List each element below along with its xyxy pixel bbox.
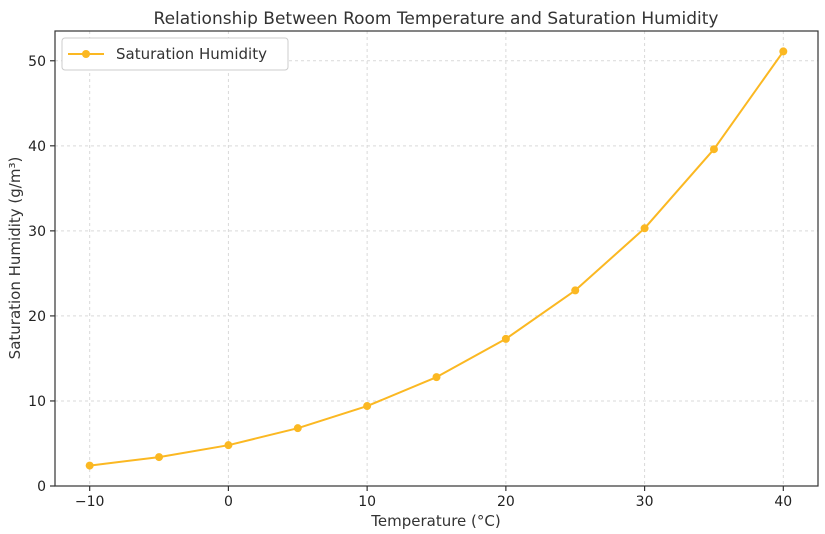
data-point bbox=[224, 441, 233, 450]
x-axis-label: Temperature (°C) bbox=[370, 512, 500, 530]
series-layer bbox=[85, 47, 788, 470]
y-tick-label: 20 bbox=[28, 309, 46, 325]
grid-lines bbox=[55, 31, 818, 487]
data-point bbox=[293, 424, 302, 433]
y-tick-label: 10 bbox=[28, 394, 46, 410]
legend-box bbox=[61, 37, 289, 71]
data-point bbox=[85, 461, 94, 470]
data-point bbox=[363, 402, 372, 411]
x-tick-label: 20 bbox=[497, 494, 515, 510]
y-tick-label: 40 bbox=[28, 139, 46, 155]
legend-label: Saturation Humidity bbox=[116, 45, 267, 63]
data-point bbox=[640, 224, 649, 233]
x-tick-label: 0 bbox=[224, 494, 233, 510]
data-point bbox=[432, 373, 441, 382]
x-tick-label: 30 bbox=[636, 494, 654, 510]
y-tick-label: 30 bbox=[28, 224, 46, 240]
data-point bbox=[571, 286, 580, 295]
data-point bbox=[155, 453, 164, 462]
legend: Saturation Humidity bbox=[61, 37, 289, 71]
x-tick-label: −10 bbox=[75, 494, 105, 510]
data-point bbox=[709, 145, 718, 154]
chart-title: Relationship Between Room Temperature an… bbox=[154, 9, 719, 29]
data-point bbox=[501, 334, 510, 343]
y-tick-label: 50 bbox=[28, 54, 46, 70]
x-tick-label: 40 bbox=[774, 494, 792, 510]
data-point bbox=[779, 47, 788, 56]
series-line bbox=[89, 50, 785, 467]
y-tick-label: 0 bbox=[37, 479, 46, 495]
axis-ticks: −10 0 10 20 30 40 0 10 20 30 40 50 bbox=[28, 54, 792, 510]
plot-area-frame bbox=[54, 30, 819, 487]
x-tick-label: 10 bbox=[358, 494, 376, 510]
legend-marker-swatch bbox=[82, 50, 90, 58]
y-axis-label: Saturation Humidity (g/m³) bbox=[6, 157, 24, 360]
